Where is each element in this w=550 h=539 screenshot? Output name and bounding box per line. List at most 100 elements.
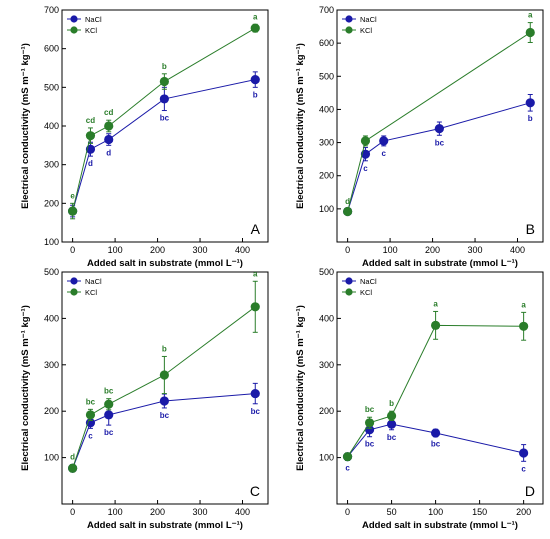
significance-label: e: [70, 191, 75, 200]
x-tick-label: 0: [70, 507, 75, 517]
y-tick-label: 300: [319, 360, 334, 370]
data-point: [159, 76, 169, 87]
x-tick-label: 200: [516, 507, 531, 517]
data-point: [342, 452, 353, 462]
data-point: [360, 136, 371, 146]
series-line: [347, 102, 531, 212]
y-tick-label: 100: [319, 204, 334, 214]
y-tick-label: 500: [44, 82, 59, 92]
significance-label: bc: [365, 440, 375, 449]
y-axis-title: Electrical conductivity (mS m⁻¹ kg⁻¹): [295, 305, 306, 471]
y-tick-label: 700: [319, 5, 334, 15]
significance-label: cd: [86, 116, 95, 125]
legend-label: KCl: [85, 288, 97, 297]
y-tick-label: 300: [319, 138, 334, 148]
significance-label: bc: [435, 138, 445, 147]
x-tick-label: 400: [510, 245, 525, 255]
legend-label: NaCl: [360, 277, 377, 286]
x-tick-label: 100: [383, 245, 398, 255]
legend-label: NaCl: [85, 15, 102, 24]
plot-frame: [336, 9, 544, 243]
significance-label: bc: [104, 387, 114, 396]
legend-marker: [70, 277, 78, 285]
data-point: [250, 23, 260, 33]
y-tick-label: 100: [44, 237, 59, 247]
legend-marker: [345, 277, 353, 285]
data-point: [379, 136, 389, 146]
legend-marker: [70, 15, 78, 23]
legend-marker: [345, 15, 353, 23]
y-tick-label: 500: [44, 267, 59, 277]
data-point: [250, 75, 260, 85]
significance-label: b: [253, 90, 258, 99]
x-tick-label: 300: [193, 245, 208, 255]
y-tick-label: 500: [319, 267, 334, 277]
data-point: [430, 320, 441, 330]
significance-label: b: [528, 114, 533, 123]
significance-label: b: [389, 399, 394, 408]
x-tick-label: 100: [108, 507, 123, 517]
plot-frame: [61, 9, 269, 243]
panel-d: 100 200 300 400 500 0 50 100 150 200 Added salt in…: [295, 267, 544, 531]
significance-label: c: [521, 464, 526, 473]
y-tick-label: 400: [319, 313, 334, 323]
x-tick-label: 0: [70, 245, 75, 255]
legend-marker: [345, 26, 353, 34]
y-tick-label: 100: [319, 453, 334, 463]
significance-label: bc: [365, 405, 375, 414]
significance-label: c: [363, 164, 368, 173]
data-point: [104, 410, 114, 420]
data-point: [430, 428, 441, 438]
series-kcl: da: [343, 11, 535, 217]
legend-label: NaCl: [85, 277, 102, 286]
data-point: [364, 425, 375, 435]
significance-label: c: [88, 431, 93, 440]
significance-label: bc: [104, 428, 114, 437]
significance-label: bc: [160, 114, 170, 123]
x-tick-label: 100: [428, 507, 443, 517]
x-axis-title: Added salt in substrate (mmol L⁻¹): [362, 520, 518, 531]
series-nacl: c bc bc bc: [68, 382, 261, 473]
x-axis-title: Added salt in substrate (mmol L⁻¹): [362, 258, 518, 269]
y-tick-label: 500: [319, 71, 334, 81]
significance-label: c: [345, 463, 350, 472]
significance-label: bc: [251, 407, 261, 416]
data-point: [525, 27, 535, 38]
x-tick-label: 300: [468, 245, 483, 255]
data-point: [104, 399, 114, 409]
x-axis-title: Added salt in substrate (mmol L⁻¹): [87, 520, 243, 531]
significance-label: a: [521, 300, 526, 309]
y-tick-label: 700: [44, 5, 59, 15]
data-point: [250, 388, 260, 399]
data-point: [85, 410, 96, 420]
panel-c: 100 200 300 400 500 0 100 200 300 400 Added salt i…: [20, 267, 269, 531]
legend-label: KCl: [85, 26, 97, 35]
data-point: [159, 396, 169, 406]
y-axis-title: Electrical conductivity (mS m⁻¹ kg⁻¹): [20, 43, 31, 209]
significance-label: bc: [431, 440, 441, 449]
data-point: [250, 302, 260, 312]
significance-label: c: [381, 149, 386, 158]
panel-b: 100 200 300 400 500 600 700 0 100 200 300 400 Added …: [295, 5, 544, 269]
x-tick-label: 0: [345, 507, 350, 517]
x-axis-title: Added salt in substrate (mmol L⁻¹): [87, 258, 243, 269]
significance-label: a: [433, 299, 438, 308]
legend-label: KCl: [360, 288, 372, 297]
significance-label: a: [253, 269, 258, 278]
series-nacl: c c bc b: [343, 94, 535, 217]
legend-marker: [70, 288, 78, 296]
data-point: [159, 94, 169, 104]
panel-letter: D: [525, 483, 535, 499]
x-tick-label: 400: [235, 245, 250, 255]
series-nacl: c bc bc bc c: [342, 418, 529, 473]
y-tick-label: 400: [44, 121, 59, 131]
data-point: [68, 463, 78, 473]
y-tick-label: 600: [44, 44, 59, 54]
plot-frame: [336, 271, 544, 505]
y-tick-label: 400: [319, 104, 334, 114]
data-point: [386, 411, 397, 421]
significance-label: a: [253, 12, 258, 21]
